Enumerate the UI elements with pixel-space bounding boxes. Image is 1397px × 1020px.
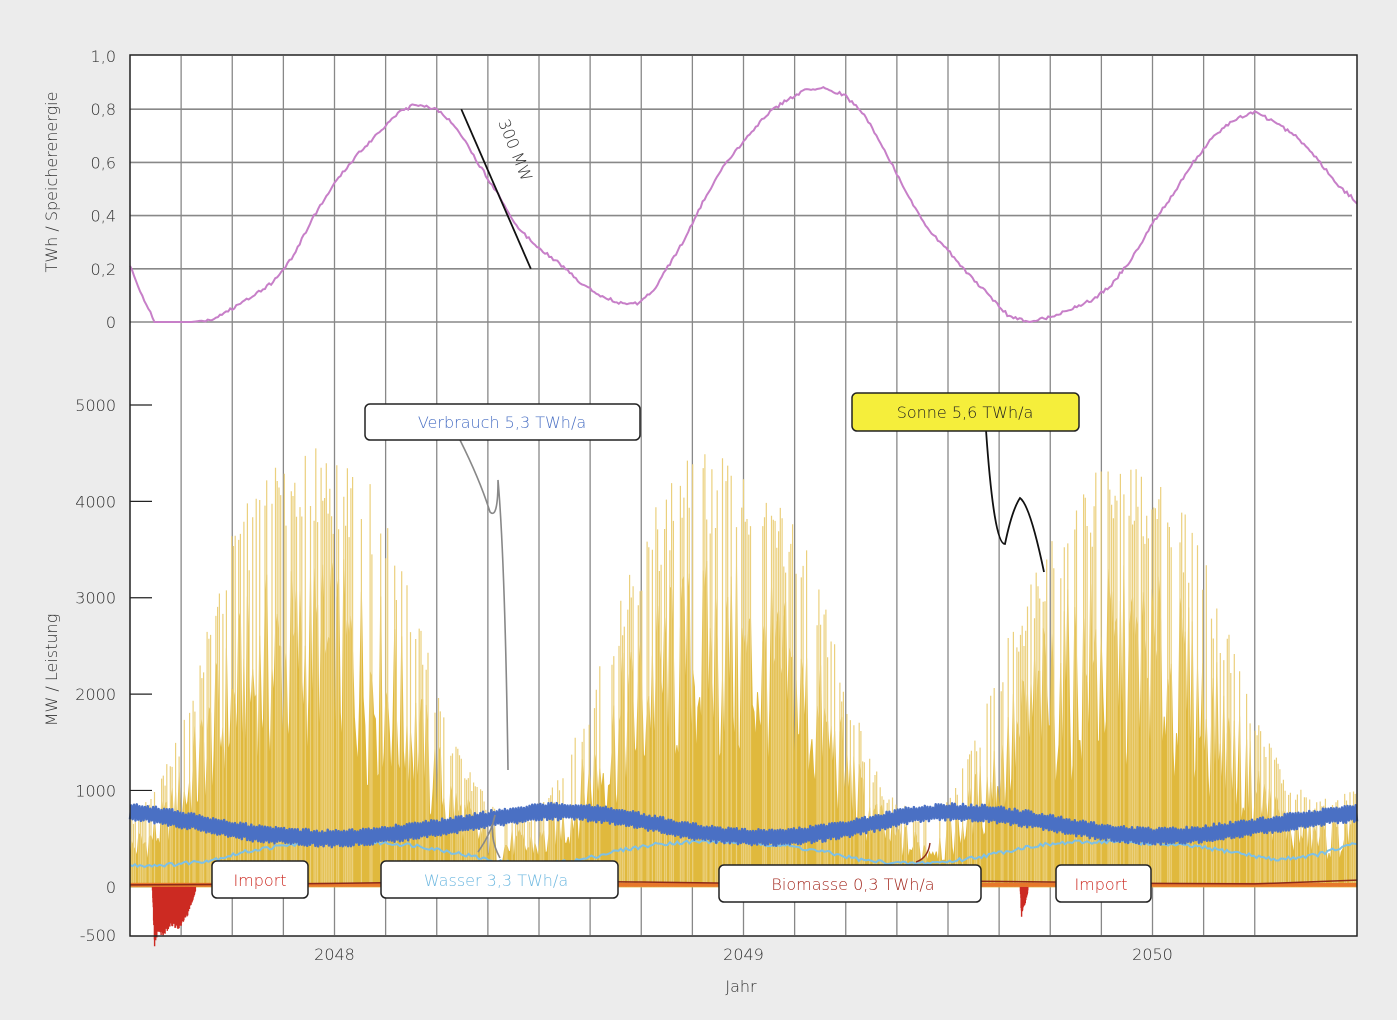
- upper-y-tick-label: 0,2: [91, 260, 116, 279]
- x-axis-title: Jahr: [725, 977, 757, 996]
- callout-import-right: Import: [1055, 864, 1152, 903]
- y-axis-title-lower: MW / Leistung: [42, 614, 61, 727]
- storage-series: [129, 85, 1358, 324]
- lower-y-tick-label: 0: [106, 878, 116, 897]
- callout-wasser-label: Wasser 3,3 TWh/a: [424, 871, 568, 890]
- import-bars: [151, 886, 1029, 947]
- solar-peaks: [131, 448, 1358, 887]
- callout-verbrauch-label: Verbrauch 5,3 TWh/a: [418, 413, 586, 432]
- lower-y-tick-label: 2000: [75, 685, 116, 704]
- callout-import-left: Import: [211, 860, 309, 899]
- consumption-series: [128, 801, 1359, 849]
- callout-biomasse: Biomasse 0,3 TWh/a: [718, 842, 982, 903]
- x-tick-label: 2048: [314, 945, 355, 964]
- callout-sonne-label: Sonne 5,6 TWh/a: [897, 403, 1034, 422]
- import-series: [151, 886, 1029, 947]
- upper-gridlines: [130, 108, 1352, 323]
- y-axis-title-upper: TWh / Speicherenergie: [42, 92, 61, 273]
- callout-sonne: Sonne 5,6 TWh/a: [851, 392, 1080, 573]
- axis-labels: 1,0 0,8 0,6 0,4 0,2 0 5000 4000 3000 2000 1000 0 -50…: [75, 47, 1173, 964]
- callout-wasser: Wasser 3,3 TWh/a: [380, 814, 619, 899]
- upper-y-tick-label: 0,4: [91, 207, 116, 226]
- consumption-line: [128, 801, 1359, 849]
- lower-y-tick-label: 5000: [75, 396, 116, 415]
- solar-series: [129, 448, 1358, 888]
- x-tick-label: 2049: [723, 945, 764, 964]
- upper-y-tick-label: 0: [106, 313, 116, 332]
- lower-y-tick-label: 4000: [75, 492, 116, 511]
- x-tick-label: 2050: [1132, 945, 1173, 964]
- slope-line: [460, 108, 532, 270]
- upper-y-tick-label: 0,8: [91, 100, 116, 119]
- lower-y-tick-label: 3000: [75, 589, 116, 608]
- callout-import-right-label: Import: [1074, 875, 1127, 894]
- lower-y-tick-label: 1000: [75, 781, 116, 800]
- storage-line: [129, 85, 1358, 324]
- plot-border: [129, 54, 1358, 937]
- callout-biomasse-label: Biomasse 0,3 TWh/a: [771, 875, 934, 894]
- callout-import-left-label: Import: [233, 871, 286, 890]
- upper-y-tick-label: 1,0: [91, 47, 116, 66]
- upper-y-tick-label: 0,6: [91, 153, 116, 172]
- callout-verbrauch: Verbrauch 5,3 TWh/a: [364, 403, 641, 771]
- lower-y-tick-label: -500: [80, 926, 116, 945]
